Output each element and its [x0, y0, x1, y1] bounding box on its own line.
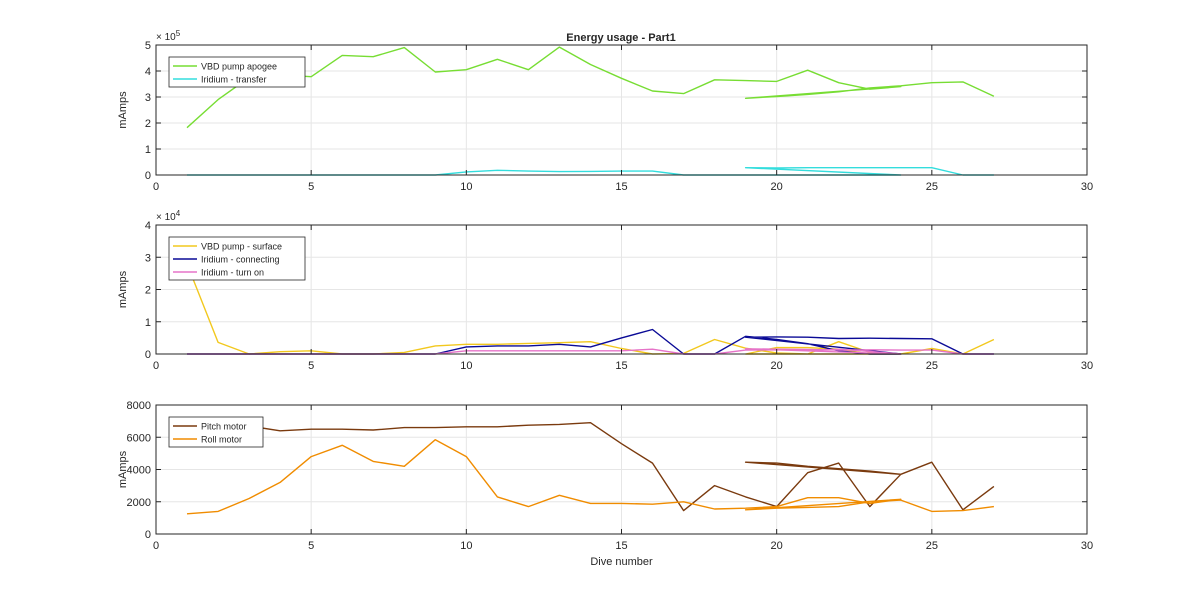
y-tick-label: 8000 — [127, 400, 151, 412]
x-tick-label: 5 — [308, 181, 314, 193]
y-tick-label: 0 — [145, 170, 151, 182]
x-axis-label: Dive number — [590, 556, 653, 568]
legend: VBD pump apogee Iridium - transfer — [168, 56, 306, 88]
x-tick-label: 0 — [153, 540, 159, 552]
y-axis-label: mAmps — [117, 91, 129, 129]
y-axis-label: mAmps — [117, 450, 129, 488]
x-tick-label: 30 — [1081, 181, 1093, 193]
y-tick-label: 4000 — [127, 465, 151, 477]
y-tick-label: 2 — [145, 285, 151, 297]
y-tick-label: 1 — [145, 317, 151, 329]
y-exponent-label: × 104 — [156, 209, 181, 223]
y-tick-label: 0 — [145, 529, 151, 541]
legend-label: VBD pump apogee — [201, 62, 277, 72]
y-tick-label: 4 — [145, 220, 151, 232]
series-line-iridium_transfer — [187, 166, 994, 176]
x-tick-label: 10 — [460, 181, 472, 193]
y-tick-label: 5 — [145, 40, 151, 52]
legend: Pitch motor Roll motor — [168, 416, 264, 448]
figure-title: Energy usage - Part1 — [566, 32, 675, 44]
y-tick-label: 4 — [145, 66, 151, 78]
legend-label: VBD pump - surface — [201, 242, 282, 252]
legend-label: Iridium - turn on — [201, 268, 264, 278]
x-tick-label: 5 — [308, 360, 314, 372]
legend-label: Pitch motor — [201, 422, 247, 432]
x-tick-label: 15 — [615, 360, 627, 372]
y-tick-label: 3 — [145, 252, 151, 264]
subplot-1: 0 5 10 15 20 25 30 0 1 2 3 4 5 × 105 mAmps VBD pump apo… — [117, 29, 1093, 193]
legend: VBD pump - surface Iridium - connecting Ir… — [168, 236, 306, 281]
y-exponent-label: × 105 — [156, 29, 181, 43]
series-line-roll — [186, 439, 994, 515]
x-tick-label: 10 — [460, 540, 472, 552]
series-line-pitch — [186, 422, 995, 512]
y-tick-label: 3 — [145, 92, 151, 104]
subplot-3: 0 5 10 15 20 25 30 0 2000 4000 6000 8000 mAmps Dive n… — [117, 400, 1093, 568]
legend-label: Roll motor — [201, 435, 242, 445]
y-tick-label: 2 — [145, 118, 151, 130]
x-tick-label: 25 — [926, 360, 938, 372]
legend-box — [168, 416, 264, 448]
x-tick-label: 20 — [771, 360, 783, 372]
x-tick-label: 20 — [771, 540, 783, 552]
legend-label: Iridium - transfer — [201, 75, 267, 85]
y-tick-label: 2000 — [127, 497, 151, 509]
x-tick-label: 0 — [153, 360, 159, 372]
x-tick-label: 15 — [615, 181, 627, 193]
series-line-vbd_apogee — [186, 46, 995, 129]
x-tick-label: 15 — [615, 540, 627, 552]
y-axis-label: mAmps — [117, 270, 129, 308]
legend-label: Iridium - connecting — [201, 255, 280, 265]
x-tick-label: 25 — [926, 540, 938, 552]
x-tick-label: 30 — [1081, 540, 1093, 552]
y-tick-label: 1 — [145, 144, 151, 156]
x-tick-label: 20 — [771, 181, 783, 193]
x-tick-label: 0 — [153, 181, 159, 193]
subplot-2: 0 5 10 15 20 25 30 0 1 2 3 4 × 104 mAmps VBD pump - su… — [117, 209, 1093, 372]
y-tick-label: 6000 — [127, 432, 151, 444]
series-line-vbd_surface — [186, 263, 995, 355]
x-tick-label: 25 — [926, 181, 938, 193]
x-tick-label: 5 — [308, 540, 314, 552]
x-tick-label: 30 — [1081, 360, 1093, 372]
legend-box — [168, 56, 306, 88]
x-tick-label: 10 — [460, 360, 472, 372]
y-tick-label: 0 — [145, 349, 151, 361]
